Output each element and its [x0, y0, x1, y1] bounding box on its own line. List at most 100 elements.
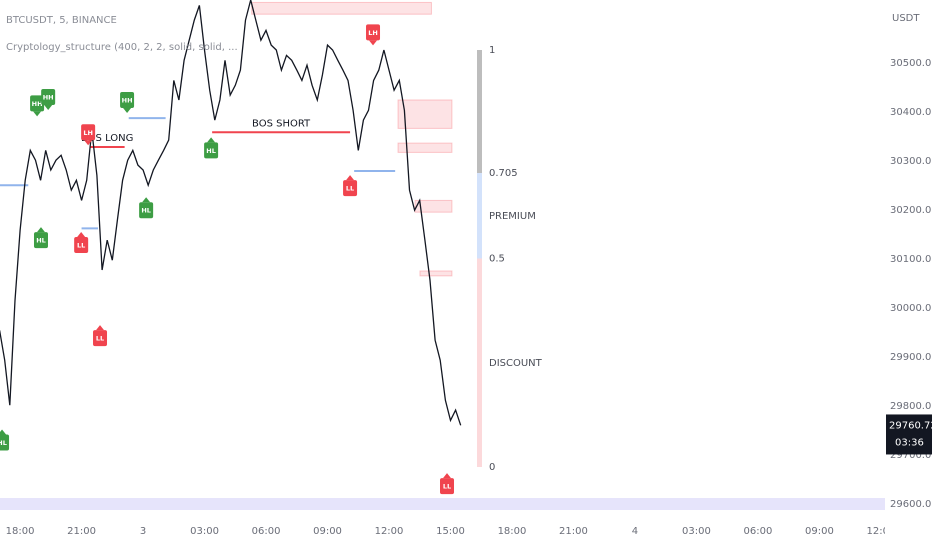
- x-tick-label: 06:00: [744, 526, 773, 537]
- structure-marker: HH: [120, 91, 135, 113]
- pd-zone: [477, 173, 482, 259]
- marker-label: HL: [141, 207, 151, 215]
- pd-zone-label: DISCOUNT: [489, 358, 543, 369]
- y-axis-label: USDT: [892, 13, 920, 24]
- level-label: BOS SHORT: [252, 118, 311, 129]
- marker-body: [81, 124, 96, 141]
- structure-marker: LL: [343, 175, 358, 197]
- x-tick-label: 12:00: [866, 526, 895, 537]
- x-tick-label: 09:00: [805, 526, 834, 537]
- marker-tip: [207, 137, 216, 143]
- marker-label: HH: [122, 96, 133, 104]
- marker-body: [41, 89, 56, 106]
- y-tick-label: 30400.00: [890, 107, 932, 118]
- structure-marker: HL: [33, 227, 48, 249]
- marker-body: [120, 91, 135, 108]
- marker-label: LH: [83, 129, 93, 137]
- marker-body: [30, 95, 45, 112]
- countdown: 03:36: [895, 437, 924, 448]
- structure-marker: HL: [139, 197, 154, 219]
- y-tick-label: 30500.00: [890, 58, 932, 69]
- marker-tip: [346, 175, 355, 181]
- y-tick-label: 29800.00: [890, 401, 932, 412]
- structure-marker: LH: [366, 24, 381, 46]
- last-price: 29760.72: [889, 420, 932, 431]
- pd-tick-label: 0: [489, 462, 495, 473]
- marker-label: LL: [443, 483, 451, 491]
- marker-label: HH: [43, 94, 54, 102]
- last-price-box: [886, 414, 932, 455]
- marker-tip: [369, 40, 378, 46]
- marker-label: LH: [368, 29, 378, 37]
- supply-zone: [251, 1, 432, 15]
- marker-body: [204, 142, 219, 159]
- marker-label: LL: [346, 185, 354, 193]
- x-tick-label: 15:00: [436, 526, 465, 537]
- marker-tip: [36, 227, 45, 233]
- marker-body: [0, 434, 10, 451]
- x-tick-label: 03:00: [682, 526, 711, 537]
- x-tick-label: 18:00: [498, 526, 527, 537]
- marker-tip: [443, 473, 452, 479]
- structure-marker: HH: [30, 95, 45, 117]
- y-tick-label: 30100.00: [890, 254, 932, 265]
- y-tick-label: 30200.00: [890, 205, 932, 216]
- structure-marker: LL: [93, 325, 108, 347]
- pd-zone: [477, 50, 482, 174]
- x-tick-label: 21:00: [67, 526, 96, 537]
- y-tick-label: 30000.00: [890, 303, 932, 314]
- marker-label: HL: [206, 147, 216, 155]
- pd-tick-label: 0.5: [489, 254, 505, 265]
- marker-body: [33, 232, 48, 249]
- x-tick-label: 18:00: [6, 526, 35, 537]
- x-tick-label: 06:00: [252, 526, 281, 537]
- marker-label: HH: [32, 100, 43, 108]
- marker-tip: [142, 197, 151, 203]
- pd-zone: [477, 258, 482, 467]
- marker-tip: [96, 325, 105, 331]
- price-line: [0, 0, 462, 426]
- marker-tip: [77, 232, 86, 238]
- structure-marker: HL: [0, 429, 10, 451]
- marker-label: HL: [36, 237, 46, 245]
- marker-tip: [33, 111, 42, 117]
- supply-zone: [397, 99, 453, 129]
- pd-zone-label: PREMIUM: [489, 211, 536, 222]
- marker-label: HL: [0, 439, 7, 447]
- x-tick-label: 03:00: [190, 526, 219, 537]
- bottom-band: [0, 498, 885, 510]
- y-tick-label: 29900.00: [890, 352, 932, 363]
- y-tick-label: 29700.00: [890, 450, 932, 461]
- pd-tick-label: 1: [489, 45, 495, 56]
- marker-tip: [44, 105, 53, 111]
- x-tick-label: 3: [140, 526, 146, 537]
- marker-tip: [84, 140, 93, 146]
- marker-label: LL: [96, 335, 104, 343]
- structure-marker: HH: [41, 89, 56, 111]
- chart-subtitle: Cryptology_structure (400, 2, 2, solid, …: [6, 42, 238, 53]
- structure-marker: LL: [440, 473, 455, 495]
- marker-body: [343, 180, 358, 197]
- x-tick-label: 09:00: [313, 526, 342, 537]
- chart-title: BTCUSDT, 5, BINANCE: [6, 15, 117, 26]
- structure-marker: LL: [74, 232, 89, 254]
- supply-zone: [414, 199, 453, 213]
- marker-tip: [123, 107, 132, 113]
- x-tick-label: 21:00: [559, 526, 588, 537]
- axes: 29600.00 29700.00 29800.00 29900.00 30000.00…: [886, 58, 932, 510]
- y-tick-label: 30300.00: [890, 156, 932, 167]
- supply-zone: [397, 142, 453, 153]
- marker-body: [74, 237, 89, 254]
- marker-label: LL: [77, 242, 85, 250]
- marker-body: [366, 24, 381, 41]
- y-tick-label: 29600.00: [890, 499, 932, 510]
- x-tick-label: 4: [632, 526, 638, 537]
- marker-body: [440, 478, 455, 495]
- structure-marker: LH: [81, 124, 96, 146]
- marker-tip: [0, 429, 7, 435]
- structure-marker: HL: [204, 137, 219, 159]
- marker-body: [139, 202, 154, 219]
